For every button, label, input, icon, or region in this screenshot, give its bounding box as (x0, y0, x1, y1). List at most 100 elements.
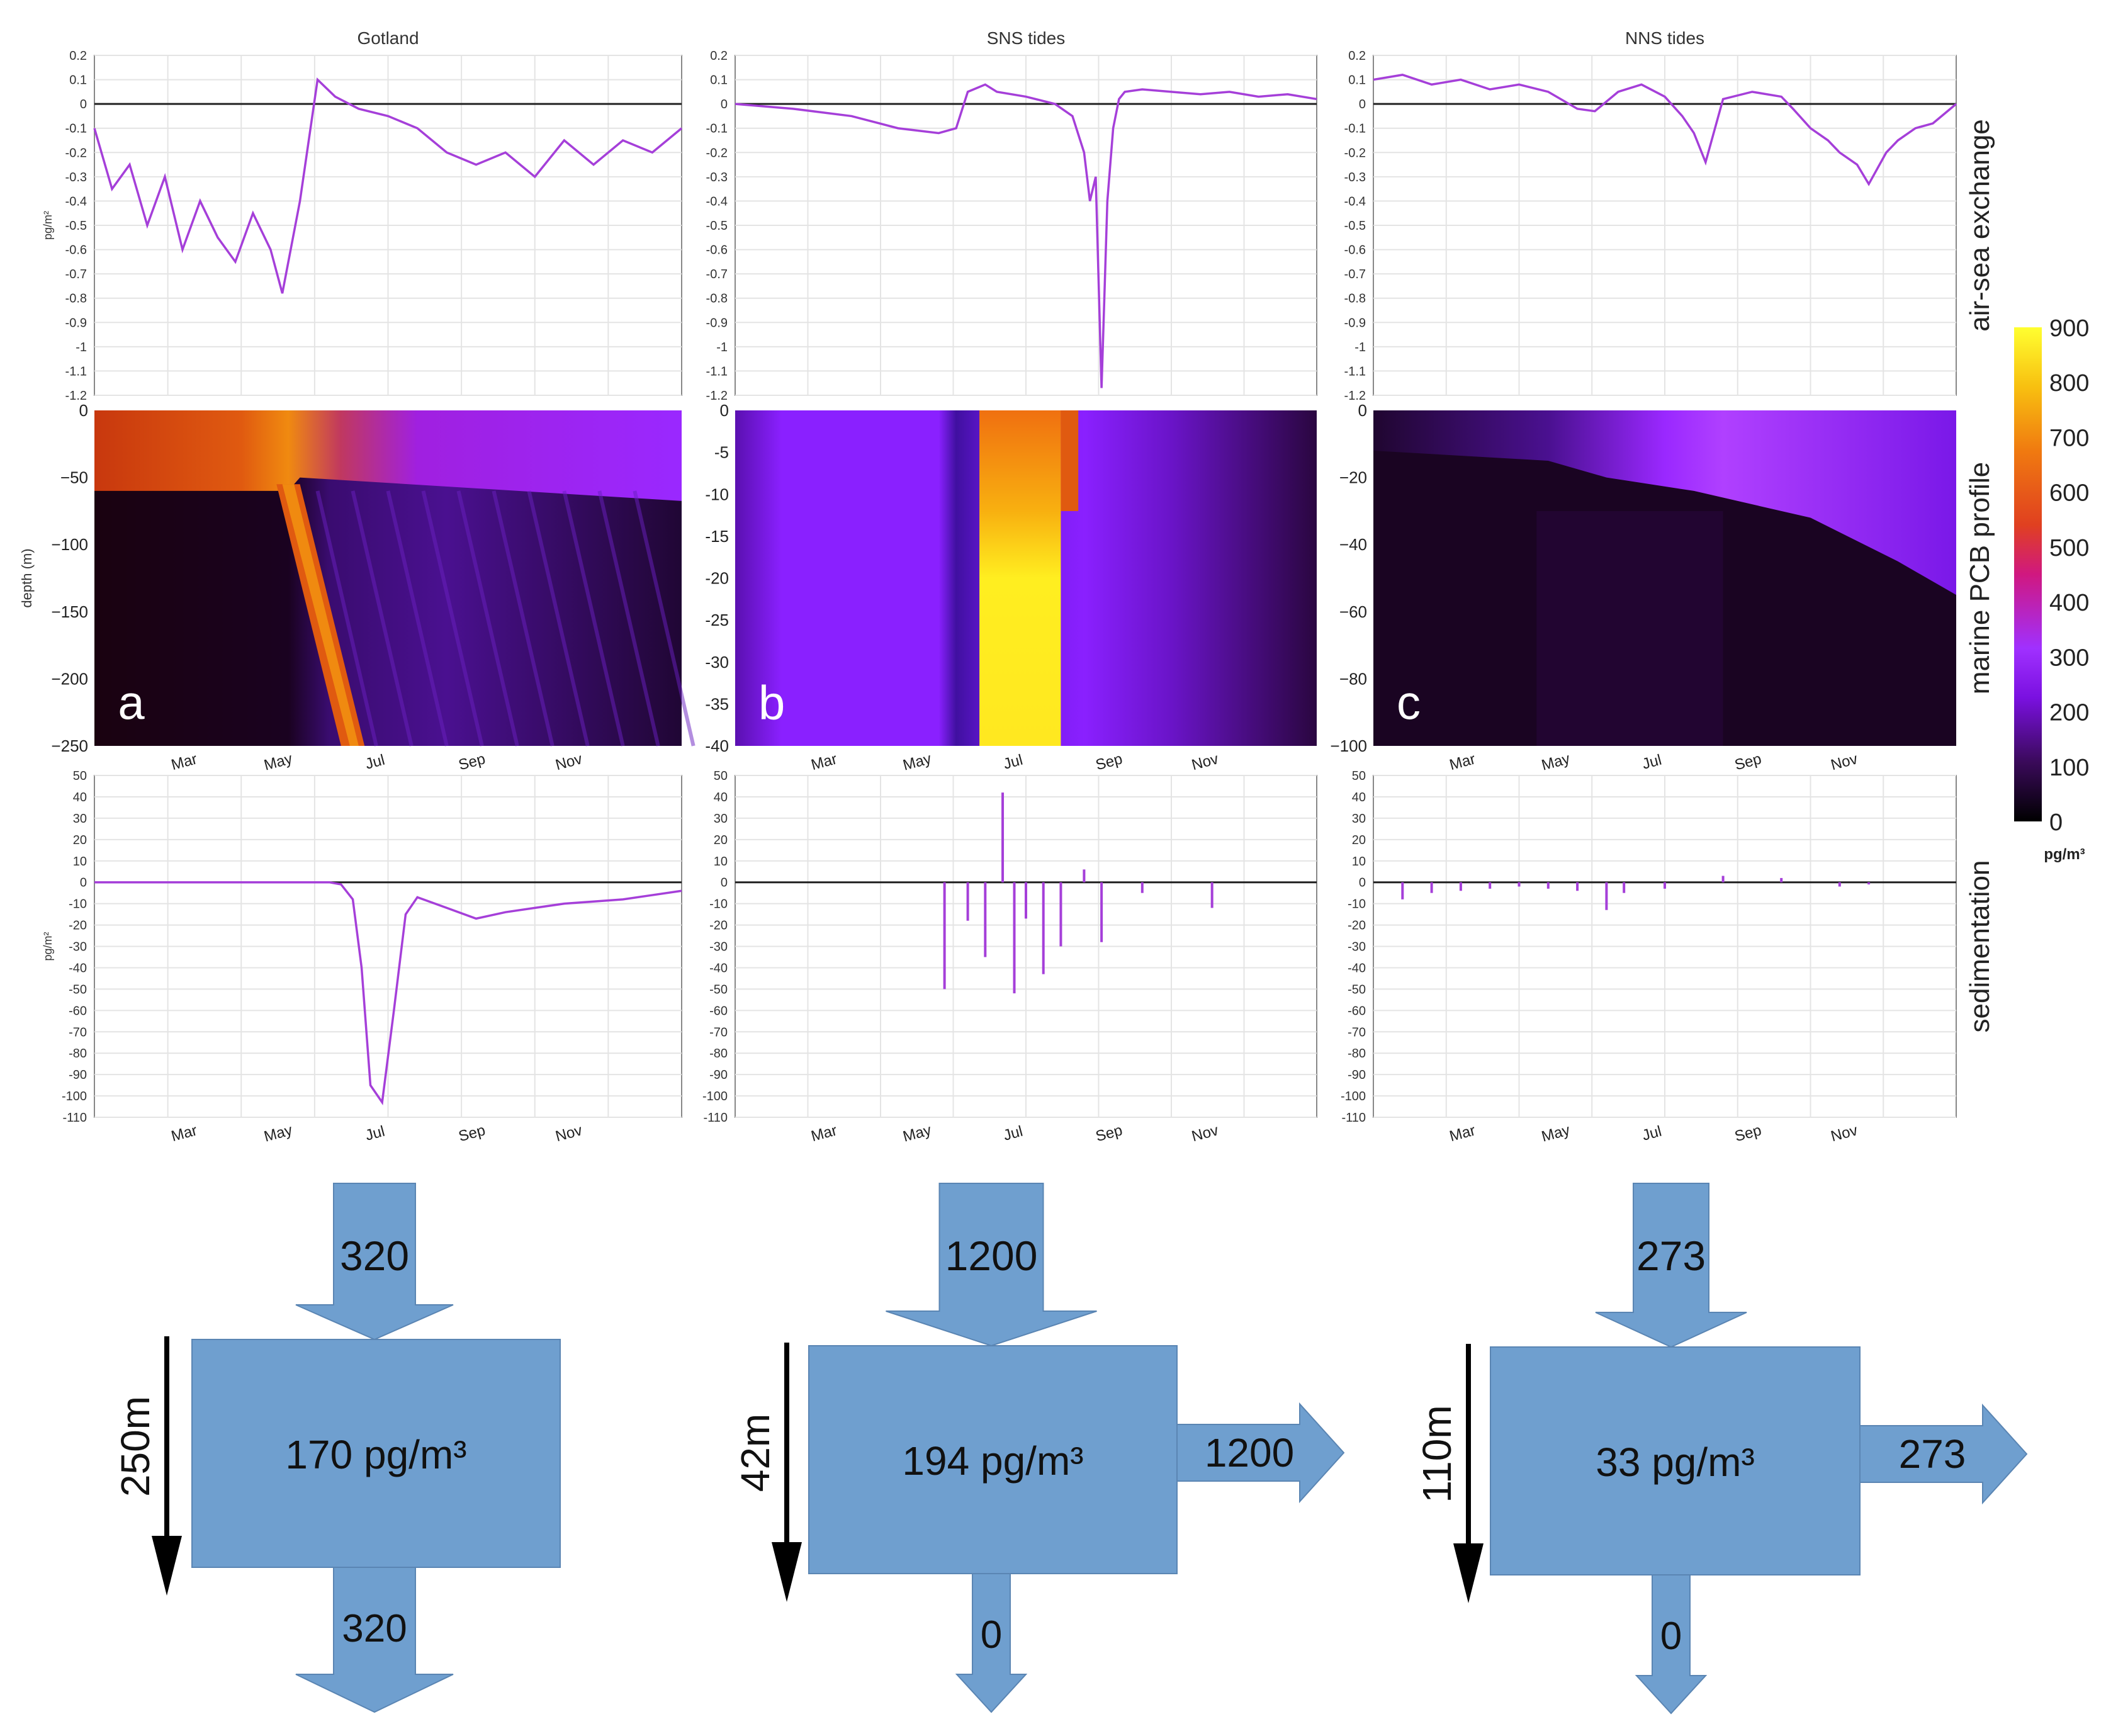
y-tick-label: -0.8 (706, 292, 728, 306)
depth-tick-label: −250 (51, 736, 88, 755)
concentration-value: 194 pg/m³ (902, 1438, 1083, 1484)
panel-letter: b (758, 676, 785, 730)
y-tick-label: -0.1 (65, 122, 87, 136)
y-tick-label: -0.7 (1344, 268, 1366, 281)
depth-tick-label: -30 (705, 653, 729, 672)
sedimentation-value: 320 (342, 1607, 407, 1650)
colorbar-tick-label: 200 (2049, 700, 2089, 726)
y-tick-label: -100 (62, 1090, 87, 1103)
air-sea-panel-2: 0.2 0.1 0 -0.1 -0.2 -0.3 -0.4 -0.5 -0.6 -0.7 -0.8 -… (1344, 49, 1957, 403)
y-tick-label: -0.2 (706, 146, 728, 160)
budget-diagram-1: 1200 194 pg/m³ 0 1200 42m (733, 1183, 1345, 1713)
y-tick-label: -100 (1341, 1090, 1366, 1103)
y-tick-label: 30 (714, 812, 728, 826)
y-tick-label: -1.2 (1344, 389, 1366, 403)
panel-title: SNS tides (987, 28, 1066, 48)
y-tick-label: 20 (1352, 833, 1366, 847)
y-tick-label: -90 (709, 1068, 728, 1082)
month-tick-label: Jul (364, 752, 387, 773)
y-tick-label: -0.5 (1344, 219, 1366, 233)
sedimentation-panel-2: 50 40 30 20 10 0 -10 -20 -30 -40 -50 -60 -70 -80 -90 -1… (1341, 769, 1957, 1125)
y-tick-label: -0.5 (706, 219, 728, 233)
y-tick-label: -1.1 (65, 364, 87, 378)
month-tick-label: Jul (1640, 1123, 1664, 1144)
y-tick-label: -0.5 (65, 219, 87, 233)
y-tick-label: -80 (69, 1047, 87, 1061)
y-tick-label: -0.4 (1344, 194, 1366, 208)
y-tick-label: -110 (1341, 1111, 1366, 1125)
depth-arrow-head (772, 1542, 802, 1602)
colorbar-tick-label: 100 (2049, 755, 2089, 781)
depth-tick-label: -20 (705, 569, 729, 588)
row-label: air-sea exchange (1964, 119, 1995, 332)
y-tick-label: -0.2 (65, 146, 87, 160)
y-tick-label: 0 (721, 876, 728, 890)
y-tick-label: -40 (1348, 961, 1366, 975)
y-tick-label: -0.9 (1344, 316, 1366, 330)
y-tick-label: -0.4 (706, 194, 728, 208)
y-tick-label: -10 (1348, 898, 1366, 911)
series-line (94, 881, 682, 1106)
heatmap-surface-layer (94, 410, 682, 501)
month-tick-label: Nov (1829, 1122, 1859, 1145)
panel-title: Gotland (357, 28, 419, 48)
y-tick-label: 40 (1352, 791, 1366, 804)
month-tick-label: Jul (1001, 752, 1025, 773)
y-tick-label: -90 (69, 1068, 87, 1082)
y-tick-label: 10 (714, 855, 728, 869)
depth-tick-label: 0 (79, 401, 88, 420)
colorbar-tick-label: 0 (2049, 809, 2063, 836)
y-tick-label: -1.2 (706, 389, 728, 403)
concentration-value: 33 pg/m³ (1596, 1440, 1755, 1485)
y-tick-label: -0.7 (65, 268, 87, 281)
heatmap-streak (315, 490, 378, 747)
month-tick-label: Jul (1001, 1123, 1025, 1144)
y-tick-label: -60 (709, 1004, 728, 1018)
depth-tick-label: −60 (1339, 602, 1367, 621)
month-tick-label: Sep (457, 1122, 487, 1145)
y-tick-label: -50 (1348, 983, 1366, 996)
depth-tick-label: −20 (1339, 468, 1367, 487)
y-tick-label: -0.8 (65, 292, 87, 306)
profile-panel-0: 0 −50 −100 −150 −200 −250 a depth (m) (19, 401, 695, 755)
heatmap-streak (386, 490, 449, 747)
y-tick-label: -50 (69, 983, 87, 996)
panel-letter: a (118, 676, 145, 730)
y-tick-label: -70 (1348, 1025, 1366, 1039)
advection-value: 1200 (1205, 1430, 1294, 1475)
month-tick-label: Mar (1448, 1122, 1477, 1145)
depth-tick-label: −100 (1330, 736, 1367, 755)
month-tick-label: Mar (169, 750, 199, 774)
heatmap-streak (597, 490, 660, 747)
sedimentation-panel-0: 50 40 30 20 10 0 -10 -20 -30 -40 -50 -60 -70 -80 -90 -1… (42, 769, 682, 1125)
month-tick-label: May (901, 750, 933, 774)
heatmap-plume-core (282, 484, 359, 746)
depth-tick-label: −150 (51, 602, 88, 621)
panel-title: NNS tides (1625, 28, 1704, 48)
colorbar-tick-label: 800 (2049, 370, 2089, 397)
concentration-value: 170 pg/m³ (285, 1432, 466, 1477)
month-tick-label: May (262, 1122, 295, 1146)
y-tick-label: -1 (1354, 341, 1366, 354)
air-sea-panel-1: 0.2 0.1 0 -0.1 -0.2 -0.3 -0.4 -0.5 -0.6 -0.7 -0.8 -… (706, 49, 1317, 403)
depth-tick-label: -10 (705, 485, 729, 504)
heatmap-surface-layer (1373, 410, 1956, 595)
y-tick-label: 10 (1352, 855, 1366, 869)
y-tick-label: -1.1 (1344, 364, 1366, 378)
y-tick-label: -0.9 (706, 316, 728, 330)
y-tick-label: -1.2 (65, 389, 87, 403)
y-tick-label: -40 (709, 961, 728, 975)
depth-tick-label: −200 (51, 669, 88, 688)
month-tick-label: Jul (1640, 752, 1664, 773)
depth-tick-label: -40 (705, 736, 729, 755)
compartment-box (1490, 1346, 1861, 1575)
month-tick-label: Nov (554, 1122, 584, 1145)
y-tick-label: 0.2 (1348, 49, 1366, 63)
y-tick-label: 0 (1359, 98, 1366, 111)
heatmap-streak (562, 490, 625, 747)
colorbar-tick-label: 300 (2049, 645, 2089, 671)
colorbar (2014, 327, 2042, 821)
y-tick-label: -20 (1348, 919, 1366, 933)
y-tick-label: -0.1 (1344, 122, 1366, 136)
